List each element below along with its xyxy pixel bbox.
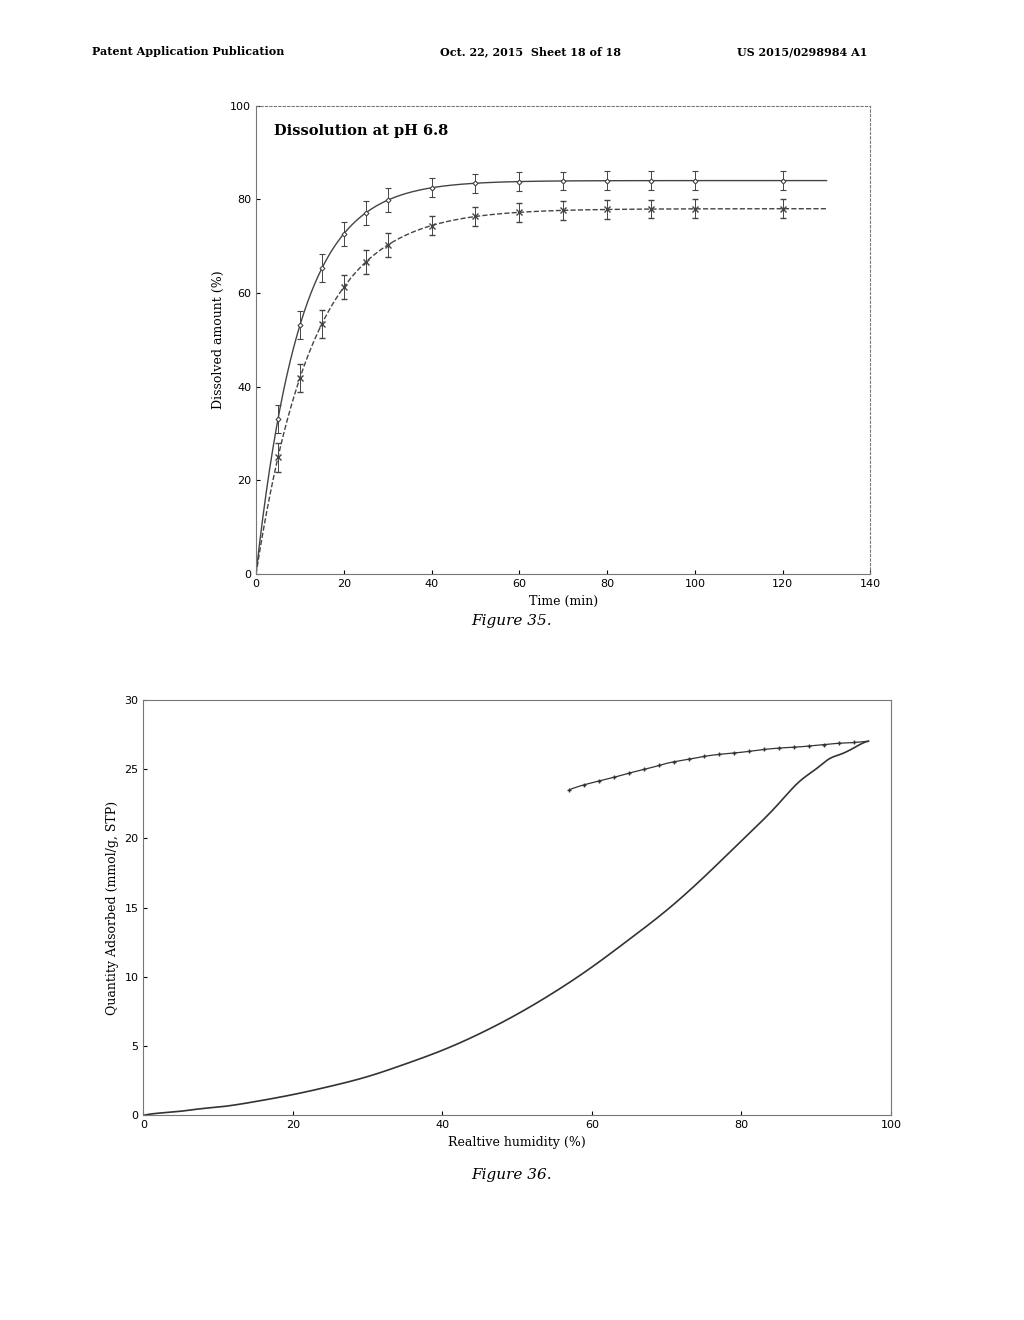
Text: Figure 35.: Figure 35.: [472, 614, 552, 628]
X-axis label: Realtive humidity (%): Realtive humidity (%): [449, 1135, 586, 1148]
Text: Oct. 22, 2015  Sheet 18 of 18: Oct. 22, 2015 Sheet 18 of 18: [440, 46, 622, 57]
Text: US 2015/0298984 A1: US 2015/0298984 A1: [737, 46, 867, 57]
X-axis label: Time (min): Time (min): [528, 594, 598, 607]
Y-axis label: Dissolved amount (%): Dissolved amount (%): [212, 271, 224, 409]
Text: Dissolution at pH 6.8: Dissolution at pH 6.8: [274, 124, 449, 139]
Y-axis label: Quantity Adsorbed (mmol/g, STP): Quantity Adsorbed (mmol/g, STP): [105, 800, 119, 1015]
Text: Patent Application Publication: Patent Application Publication: [92, 46, 285, 57]
Text: Figure 36.: Figure 36.: [472, 1168, 552, 1183]
